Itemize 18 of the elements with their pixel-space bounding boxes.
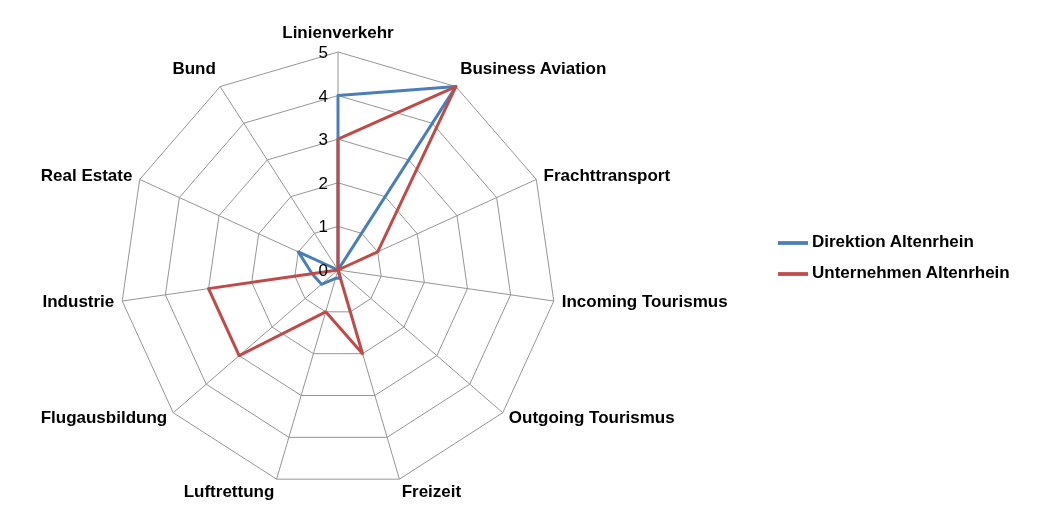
legend-label: Direktion Altenrhein [812, 232, 974, 252]
spoke-label: Frachttransport [543, 166, 671, 186]
y-tick-label: 3 [318, 130, 328, 150]
spoke-label: Linienverkehr [282, 23, 395, 42]
spoke-label: Luftrettung [183, 481, 275, 501]
y-tick-label: 4 [318, 86, 328, 106]
y-tick-label: 5 [318, 43, 328, 62]
spoke-label: Outgoing Tourismus [508, 408, 675, 427]
legend-label: Unternehmen Altenrhein [812, 263, 1010, 282]
spoke-label: Business Aviation [460, 58, 607, 78]
spoke-label: Flugausbildung [40, 408, 168, 427]
spoke-label: Real Estate [40, 166, 133, 186]
spoke-label: Freizeit [401, 481, 462, 501]
spoke-label: Bund [172, 58, 216, 78]
y-tick-label: 2 [318, 173, 328, 193]
spoke-label: Industrie [42, 292, 115, 312]
y-tick-label: 1 [318, 217, 328, 237]
spoke-label: Incoming Tourismus [561, 292, 728, 312]
